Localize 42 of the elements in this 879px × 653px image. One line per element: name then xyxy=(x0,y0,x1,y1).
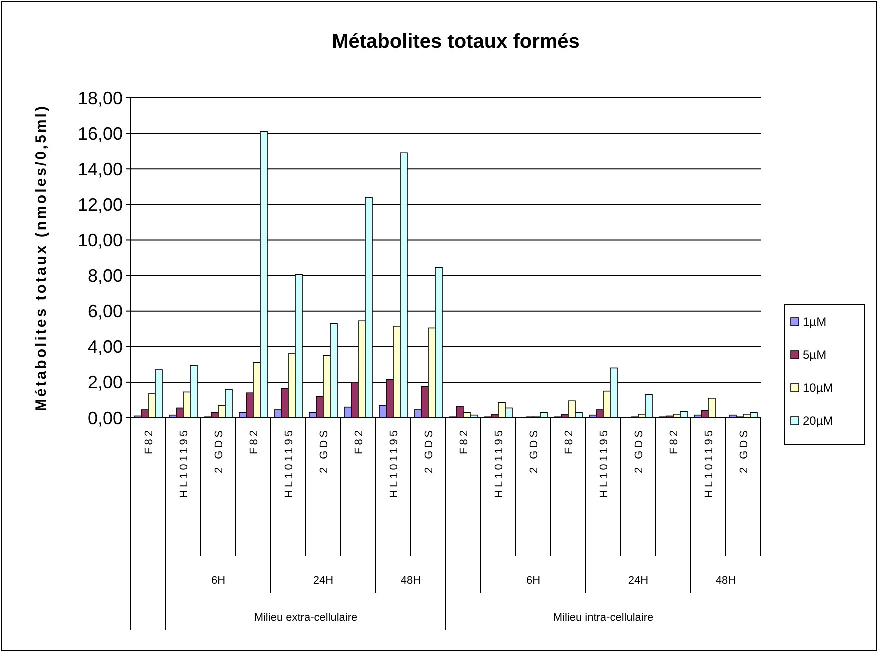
x-tick-label: 2 GDS xyxy=(214,428,226,474)
x-tick-label: HL101195 xyxy=(284,428,296,498)
y-axis-title: Métabolites totaux (nmoles/0,5ml) xyxy=(33,104,50,412)
x-tick-label: F82 xyxy=(248,428,260,454)
y-tick-label: 0,00 xyxy=(88,408,123,428)
x-tick-label: 2 GDS xyxy=(738,428,750,474)
y-tick-label: 8,00 xyxy=(88,266,123,286)
x-tick-label: 2 GDS xyxy=(634,428,646,474)
y-tick-label: 6,00 xyxy=(88,302,123,322)
text: 48H xyxy=(716,575,736,587)
x-tick-label: HL101195 xyxy=(388,428,400,498)
y-tick-label: 14,00 xyxy=(78,159,123,180)
legend-label: 1µM xyxy=(803,315,827,330)
x-tick-label: F82 xyxy=(668,428,680,454)
legend-label: 10µM xyxy=(803,381,834,396)
x-tick-label: 2 GDS xyxy=(528,428,540,474)
x-tick-label: HL101195 xyxy=(494,428,506,498)
text: Milieu extra-cellulaire xyxy=(254,612,358,624)
text: Milieu intra-cellulaire xyxy=(553,612,654,624)
y-tick-label: 16,00 xyxy=(78,124,123,144)
x-tick-label: F82 xyxy=(458,428,470,454)
text: 6H xyxy=(211,575,226,587)
x-tick-label: F82 xyxy=(354,428,366,454)
legend-label: 20µM xyxy=(803,414,834,428)
x-tick-label: HL101195 xyxy=(178,428,190,498)
chart-title: Métabolites totaux formés xyxy=(332,31,580,53)
x-tick-label: F82 xyxy=(144,428,156,454)
y-tick-label: 4,00 xyxy=(88,337,123,358)
y-tick-label: 12,00 xyxy=(78,194,123,215)
text: 6H xyxy=(526,575,541,587)
y-tick-label: 2,00 xyxy=(88,372,123,393)
x-tick-label: HL101195 xyxy=(598,428,610,498)
x-tick-label: HL101195 xyxy=(704,428,716,498)
x-tick-label: 2 GDS xyxy=(318,428,330,474)
text: 48H xyxy=(400,575,422,587)
x-tick-label: F82 xyxy=(564,428,576,454)
text: 24H xyxy=(313,575,334,587)
text: 24H xyxy=(628,575,649,587)
y-tick-label: 10,00 xyxy=(78,230,123,251)
y-tick-label: 18,00 xyxy=(78,88,123,108)
x-tick-label: 2 GDS xyxy=(424,428,436,474)
legend-label: 5µM xyxy=(803,348,827,362)
